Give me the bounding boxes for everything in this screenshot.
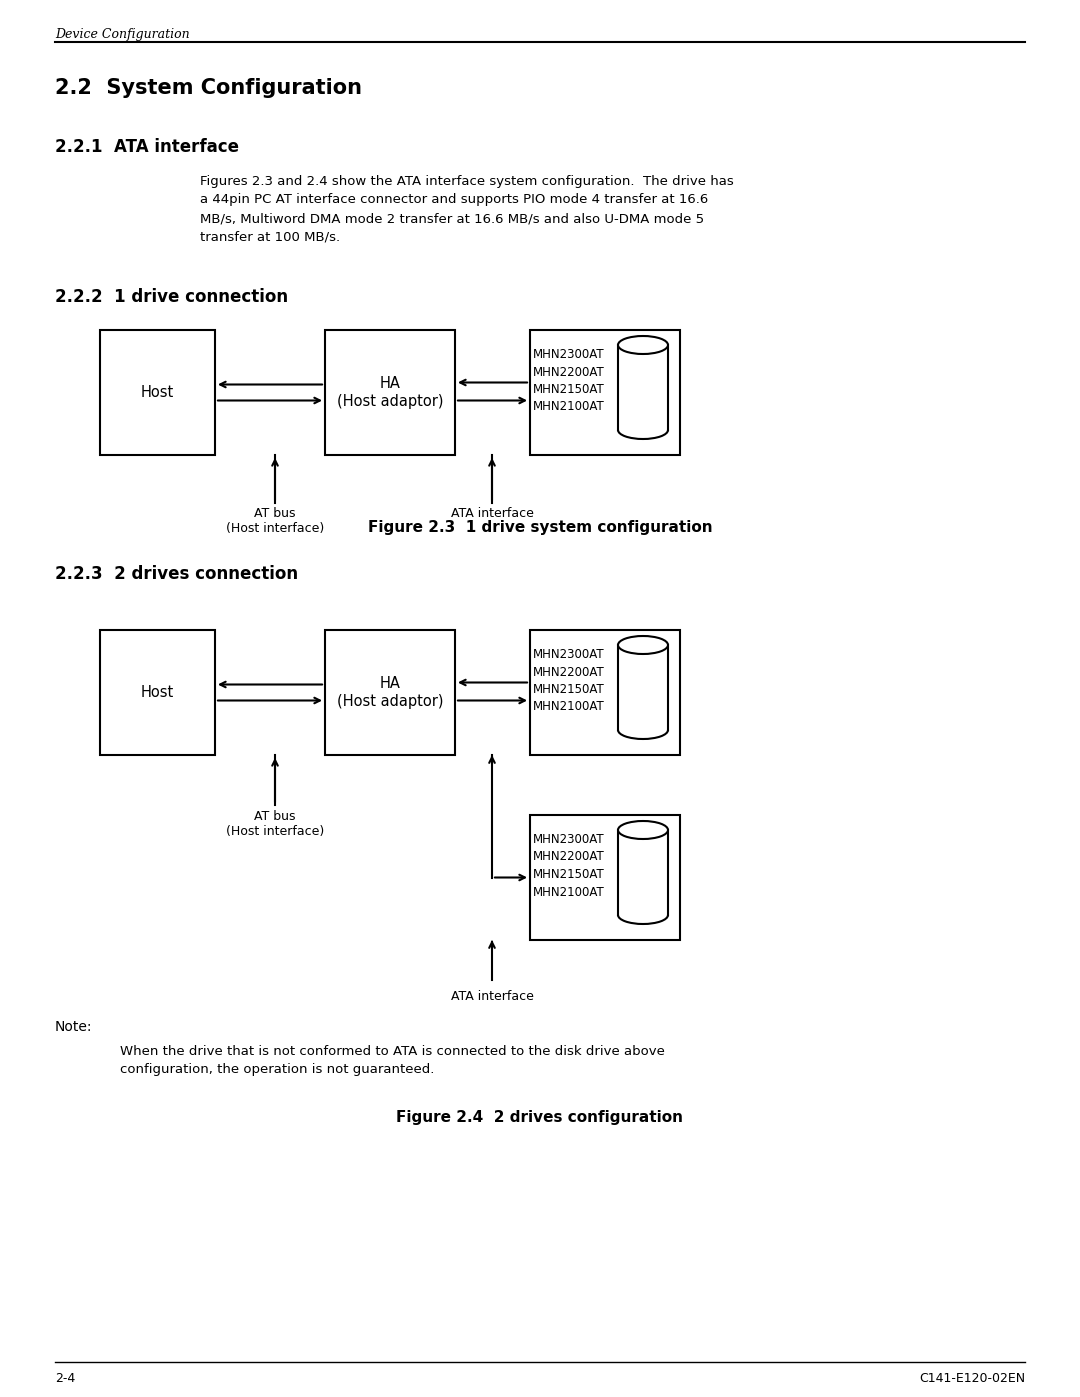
Text: Note:: Note: bbox=[55, 1020, 93, 1034]
Ellipse shape bbox=[618, 337, 669, 353]
Text: MHN2300AT
MHN2200AT
MHN2150AT
MHN2100AT: MHN2300AT MHN2200AT MHN2150AT MHN2100AT bbox=[534, 648, 605, 714]
Text: HA
(Host adaptor): HA (Host adaptor) bbox=[337, 676, 443, 708]
Text: ATA interface: ATA interface bbox=[450, 990, 534, 1003]
Bar bbox=[530, 330, 680, 455]
Text: 2.2.2  1 drive connection: 2.2.2 1 drive connection bbox=[55, 288, 288, 306]
Bar bbox=[530, 630, 680, 754]
Bar bbox=[325, 330, 455, 455]
Text: 2-4: 2-4 bbox=[55, 1372, 76, 1384]
Text: AT bus
(Host interface): AT bus (Host interface) bbox=[226, 507, 324, 535]
Text: Host: Host bbox=[140, 386, 174, 400]
Text: Figure 2.3  1 drive system configuration: Figure 2.3 1 drive system configuration bbox=[367, 520, 713, 535]
Text: Device Configuration: Device Configuration bbox=[55, 28, 190, 41]
Bar bbox=[100, 330, 215, 455]
Ellipse shape bbox=[618, 636, 669, 654]
Text: MHN2300AT
MHN2200AT
MHN2150AT
MHN2100AT: MHN2300AT MHN2200AT MHN2150AT MHN2100AT bbox=[534, 833, 605, 898]
Text: HA
(Host adaptor): HA (Host adaptor) bbox=[337, 376, 443, 409]
Text: 2.2  System Configuration: 2.2 System Configuration bbox=[55, 78, 362, 98]
Bar bbox=[325, 630, 455, 754]
Ellipse shape bbox=[618, 821, 669, 840]
Text: MHN2300AT
MHN2200AT
MHN2150AT
MHN2100AT: MHN2300AT MHN2200AT MHN2150AT MHN2100AT bbox=[534, 348, 605, 414]
Text: AT bus
(Host interface): AT bus (Host interface) bbox=[226, 810, 324, 838]
Text: 2.2.3  2 drives connection: 2.2.3 2 drives connection bbox=[55, 564, 298, 583]
Text: ATA interface: ATA interface bbox=[450, 507, 534, 520]
Text: 2.2.1  ATA interface: 2.2.1 ATA interface bbox=[55, 138, 239, 156]
Text: Figure 2.4  2 drives configuration: Figure 2.4 2 drives configuration bbox=[396, 1111, 684, 1125]
Bar bbox=[100, 630, 215, 754]
Text: C141-E120-02EN: C141-E120-02EN bbox=[919, 1372, 1025, 1384]
Bar bbox=[530, 814, 680, 940]
Text: Host: Host bbox=[140, 685, 174, 700]
Text: Figures 2.3 and 2.4 show the ATA interface system configuration.  The drive has
: Figures 2.3 and 2.4 show the ATA interfa… bbox=[200, 175, 733, 243]
Text: When the drive that is not conformed to ATA is connected to the disk drive above: When the drive that is not conformed to … bbox=[120, 1045, 665, 1077]
